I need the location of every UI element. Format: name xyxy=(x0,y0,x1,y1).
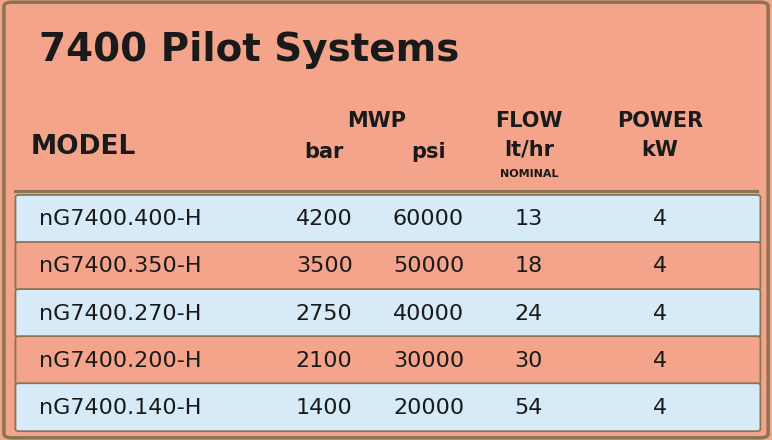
Text: 24: 24 xyxy=(515,304,543,323)
FancyBboxPatch shape xyxy=(15,195,760,243)
FancyBboxPatch shape xyxy=(15,336,760,384)
Text: nG7400.400-H: nG7400.400-H xyxy=(39,209,201,229)
Text: POWER: POWER xyxy=(617,111,703,131)
Text: nG7400.140-H: nG7400.140-H xyxy=(39,398,201,418)
FancyBboxPatch shape xyxy=(4,2,768,438)
Text: 4: 4 xyxy=(653,209,667,229)
Text: 18: 18 xyxy=(515,257,543,276)
Text: 4: 4 xyxy=(653,351,667,370)
Text: 2100: 2100 xyxy=(296,351,353,370)
Text: lt/hr: lt/hr xyxy=(504,139,554,160)
Text: 40000: 40000 xyxy=(393,304,464,323)
Text: nG7400.200-H: nG7400.200-H xyxy=(39,351,201,370)
Text: NOMINAL: NOMINAL xyxy=(499,169,558,179)
Text: 2750: 2750 xyxy=(296,304,353,323)
Text: MODEL: MODEL xyxy=(31,134,136,161)
Text: 4: 4 xyxy=(653,257,667,276)
Text: 4: 4 xyxy=(653,304,667,323)
Text: psi: psi xyxy=(411,142,445,162)
FancyBboxPatch shape xyxy=(15,383,760,431)
Text: 1400: 1400 xyxy=(296,398,353,418)
FancyBboxPatch shape xyxy=(15,289,760,337)
Text: FLOW: FLOW xyxy=(495,111,563,131)
Text: 60000: 60000 xyxy=(393,209,464,229)
Text: 54: 54 xyxy=(515,398,543,418)
Text: 30000: 30000 xyxy=(393,351,464,370)
FancyBboxPatch shape xyxy=(15,242,760,290)
Text: nG7400.350-H: nG7400.350-H xyxy=(39,257,201,276)
Text: 4: 4 xyxy=(653,398,667,418)
Text: kW: kW xyxy=(642,139,679,160)
Text: nG7400.270-H: nG7400.270-H xyxy=(39,304,201,323)
Text: 20000: 20000 xyxy=(393,398,464,418)
Text: bar: bar xyxy=(304,142,344,162)
Text: 50000: 50000 xyxy=(393,257,464,276)
Text: 7400 Pilot Systems: 7400 Pilot Systems xyxy=(39,31,459,69)
Text: 3500: 3500 xyxy=(296,257,353,276)
Text: 30: 30 xyxy=(515,351,543,370)
Text: 4200: 4200 xyxy=(296,209,353,229)
Text: MWP: MWP xyxy=(347,111,406,131)
Text: 13: 13 xyxy=(515,209,543,229)
